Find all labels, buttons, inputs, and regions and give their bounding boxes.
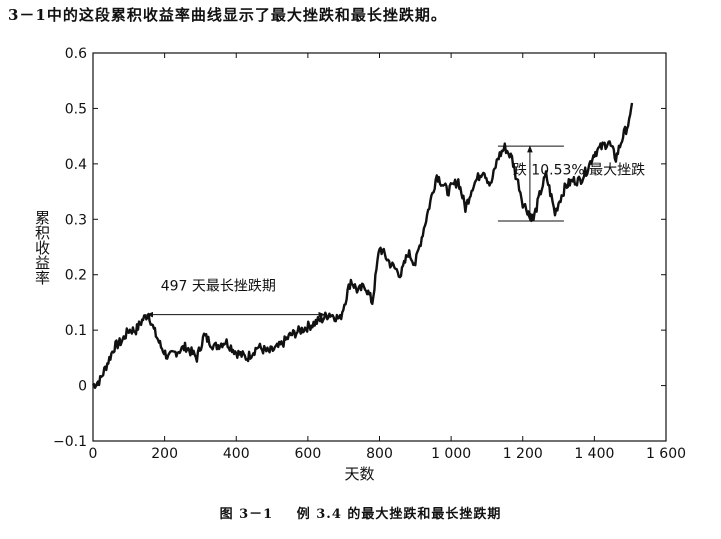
x-tick-label: 1 000 [431,446,471,462]
series-line [92,102,634,389]
x-tick-label: 800 [366,446,393,462]
x-axis-label: 天数 [344,465,374,483]
x-tick-label: 200 [151,446,178,462]
intro-text: 3－1中的这段累积收益率曲线显示了最大挫跌和最长挫跌期。 [8,6,447,24]
figure-number: 图 3－1 [219,507,274,522]
y-tick-label: 0.1 [65,323,87,339]
longest-drawdown-label: 497 天最长挫跌期 [161,279,276,295]
y-tick-label: 0.5 [65,101,87,117]
y-tick-label: 0.4 [65,157,87,173]
cumulative-return-chart: 0 200 400 600 800 1 000 1 200 1 400 1 600−0.100.… [53,46,686,483]
x-tick-label: 1 400 [574,446,614,462]
x-tick-label: 600 [295,446,322,462]
y-axis-label: 累积收益率 [33,210,51,285]
y-tick-label: −0.1 [53,434,87,450]
plot-frame [92,52,667,442]
x-tick-label: 1 600 [646,446,686,462]
figure-caption: 图 3－1 例 3.4 的最大挫跌和最长挫跌期 [0,503,721,522]
y-tick-label: 0 [78,379,87,395]
figure-caption-text: 例 3.4 的最大挫跌和最长挫跌期 [296,507,502,522]
x-tick-label: 1 200 [503,446,543,462]
x-tick-label: 400 [223,446,250,462]
max-drawdown-label: 跌 10.53% 最大挫跌 [513,162,645,178]
y-tick-label: 0.6 [65,46,87,62]
y-tick-label: 0.3 [65,212,87,228]
y-tick-label: 0.2 [65,268,87,284]
x-tick-label: 0 [89,446,98,462]
